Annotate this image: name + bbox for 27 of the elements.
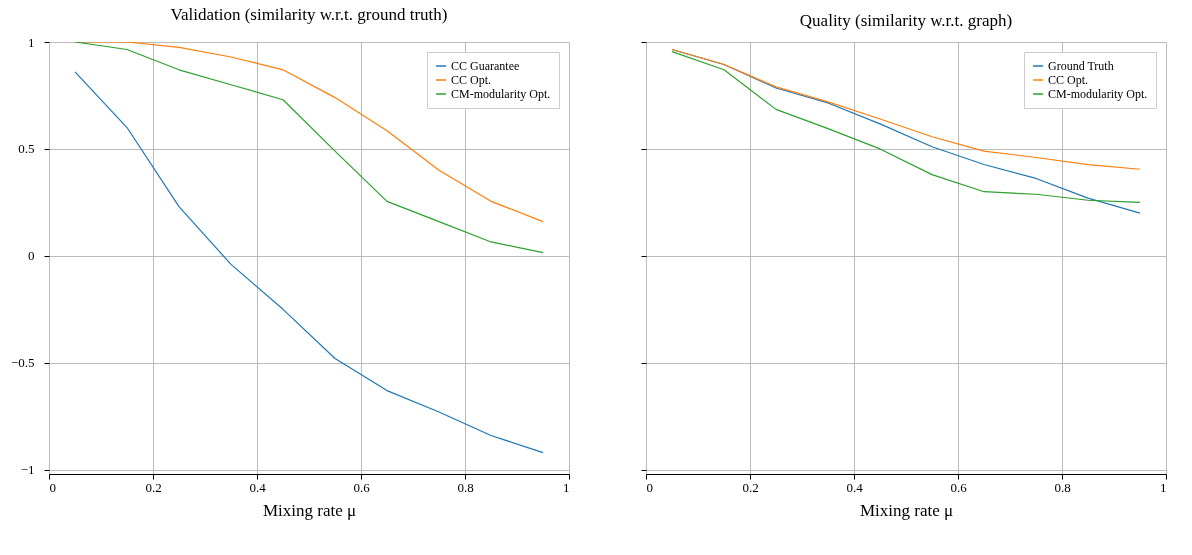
y-tick-label: −0.5 (10, 355, 35, 371)
legend-label: Ground Truth (1048, 59, 1114, 73)
x-tick-label: 0.2 (145, 479, 162, 495)
x-tick-label: 1 (563, 479, 570, 495)
legend-label: CM-modularity Opt. (1048, 87, 1148, 101)
chart-title: Validation (similarity w.r.t. ground truth) (170, 5, 448, 24)
chart-title: Quality (similarity w.r.t. graph) (799, 10, 1013, 30)
y-tick-label: −1 (20, 462, 35, 478)
x-axis-title: Mixing rate μ (262, 500, 357, 520)
legend-label: CC Opt. (451, 73, 492, 87)
legend-label: CC Opt. (1048, 73, 1089, 87)
x-axis-title: Mixing rate μ (859, 500, 954, 520)
x-tick-label: 0 (49, 479, 56, 495)
y-tick-label: 0.5 (18, 141, 35, 157)
x-tick-label: 0.4 (249, 479, 267, 495)
x-tick-label: 0.8 (457, 479, 474, 495)
x-tick-label: 0.6 (950, 479, 968, 495)
x-tick-label: 0 (646, 479, 653, 495)
x-tick-label: 0.6 (353, 479, 371, 495)
x-tick-label: 1 (1160, 479, 1167, 495)
legend-label: CM-modularity Opt. (451, 87, 551, 101)
legend-label: CC Guarantee (451, 59, 520, 73)
x-tick-label: 0.2 (742, 479, 759, 495)
y-tick-label: 0 (28, 248, 35, 264)
x-tick-label: 0.8 (1054, 479, 1071, 495)
x-tick-label: 0.4 (846, 479, 864, 495)
y-tick-label: 1 (28, 34, 35, 50)
